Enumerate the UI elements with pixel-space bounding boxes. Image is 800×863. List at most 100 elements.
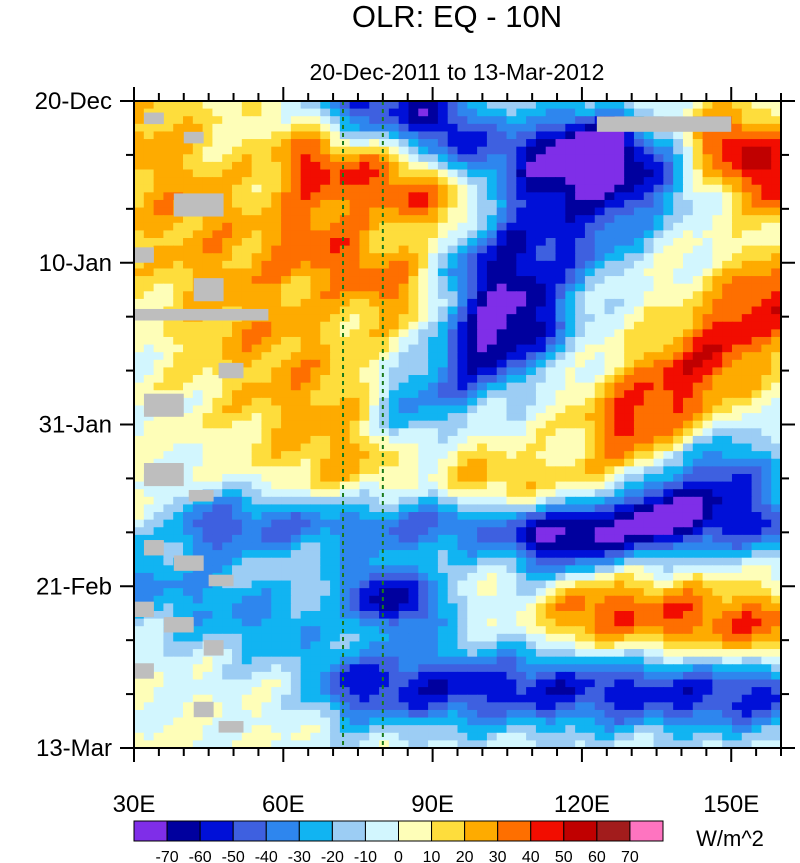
heat-cell (477, 123, 488, 133)
heat-cell (477, 291, 488, 300)
heat-cell (712, 329, 723, 338)
heat-cell (467, 230, 478, 239)
heat-cell (418, 595, 429, 604)
heat-cell (232, 504, 243, 513)
heat-cell (496, 359, 508, 369)
heat-cell (741, 420, 753, 429)
heat-cell (241, 557, 253, 566)
heat-cell (408, 534, 419, 544)
heat-cell (506, 184, 517, 193)
heat-cell (741, 192, 753, 201)
heat-cell (418, 367, 429, 376)
heat-cell (281, 177, 292, 186)
heat-cell (614, 260, 625, 270)
heat-cell (545, 101, 557, 110)
heat-cell (379, 649, 390, 658)
heat-cell (594, 161, 606, 171)
heat-cell (447, 519, 459, 528)
heat-cell (565, 519, 576, 528)
heat-cell (516, 572, 527, 582)
heat-cell (359, 238, 370, 247)
heat-cell (486, 466, 498, 475)
heat-cell (271, 146, 282, 155)
heat-cell (437, 139, 449, 148)
heat-cell (535, 101, 547, 110)
heat-cell (143, 451, 155, 460)
heat-cell (388, 671, 400, 681)
heat-cell (771, 108, 781, 117)
heat-cell (281, 633, 292, 643)
heat-cell (761, 276, 772, 285)
heat-cell (584, 245, 596, 254)
heat-cell (369, 534, 380, 544)
heat-cell (751, 154, 762, 163)
heat-cell (731, 321, 743, 330)
heat-cell (418, 473, 429, 483)
heat-cell (575, 116, 586, 125)
heat-cell (457, 192, 468, 201)
heat-cell (134, 192, 145, 201)
heat-cell (379, 458, 390, 467)
heat-cell (526, 215, 537, 224)
heat-cell (712, 595, 723, 604)
heat-cell (428, 473, 439, 483)
heat-cell (496, 161, 508, 171)
heat-cell (565, 336, 576, 346)
heat-cell (388, 359, 400, 369)
heat-cell (545, 664, 557, 673)
heat-cell (653, 595, 664, 604)
heat-cell (320, 458, 331, 467)
heat-cell (467, 664, 478, 673)
heat-cell (751, 656, 762, 665)
heat-cell (663, 375, 674, 384)
heat-cell (359, 306, 370, 315)
heat-cell (614, 139, 625, 148)
heat-cell (153, 649, 165, 658)
heat-cell (555, 519, 566, 528)
heat-cell (467, 238, 478, 247)
heat-cell (741, 268, 753, 277)
heat-cell (751, 184, 762, 193)
heat-cell (349, 146, 361, 155)
heat-cell (300, 435, 312, 445)
heat-cell (271, 375, 282, 384)
heat-cell (712, 177, 723, 186)
heat-cell (594, 108, 606, 117)
heat-cell (183, 580, 194, 589)
heat-cell (290, 253, 302, 262)
heat-cell (310, 192, 321, 201)
heat-cell (183, 268, 194, 277)
heat-cell (663, 588, 674, 597)
heat-cell (163, 230, 174, 239)
heat-cell (682, 443, 694, 452)
heat-cell (486, 428, 498, 437)
heat-cell (633, 466, 645, 475)
heat-cell (202, 405, 214, 414)
heat-cell (663, 184, 674, 193)
heat-cell (153, 534, 165, 544)
heat-cell (212, 268, 223, 277)
heat-cell (173, 336, 184, 346)
heat-cell (535, 291, 547, 300)
heat-cell (614, 146, 625, 155)
heat-cell (251, 565, 263, 574)
heat-cell (300, 101, 312, 110)
heat-cell (359, 146, 370, 155)
heat-cell (310, 260, 321, 270)
heat-cell (673, 466, 684, 475)
heat-cell (516, 527, 527, 536)
heat-cell (663, 641, 674, 650)
heat-cell (584, 489, 596, 498)
heat-cell (457, 633, 468, 643)
heat-cell (486, 633, 498, 643)
heat-cell (751, 390, 762, 399)
heat-cell (712, 154, 723, 163)
heat-cell (614, 565, 625, 574)
heat-cell (702, 618, 713, 627)
heat-cell (712, 344, 723, 353)
heat-cell (163, 565, 174, 574)
heat-cell (741, 321, 753, 330)
heat-cell (496, 245, 508, 254)
heat-cell (624, 519, 635, 528)
heat-cell (153, 565, 165, 574)
